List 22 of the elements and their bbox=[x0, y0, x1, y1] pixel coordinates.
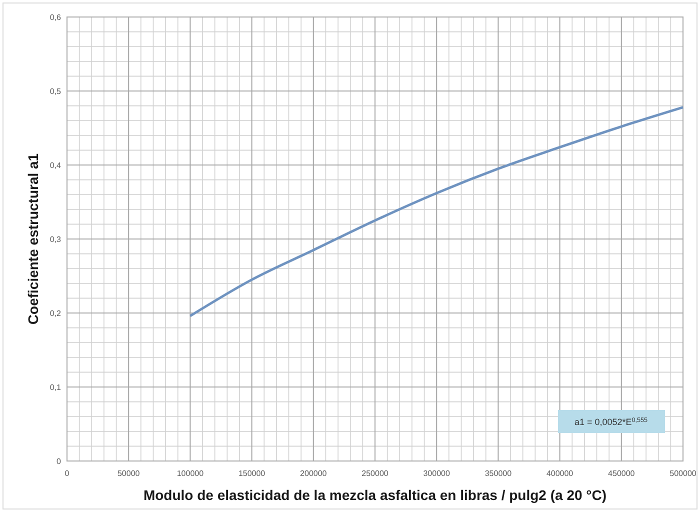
x-tick-label: 500000 bbox=[670, 469, 697, 478]
line-series bbox=[188, 106, 684, 318]
x-tick-label: 450000 bbox=[608, 469, 636, 478]
x-tick-label: 50000 bbox=[117, 469, 140, 478]
x-tick-label: 350000 bbox=[484, 469, 512, 478]
x-tick-label: 0 bbox=[64, 469, 70, 478]
y-tick-label: 0,4 bbox=[50, 161, 62, 170]
x-tick-label: 400000 bbox=[546, 469, 574, 478]
x-axis-title: Modulo de elasticidad de la mezcla asfaltica en libras / pulg2 (a 20 °C) bbox=[143, 487, 607, 503]
y-tick-label: 0,3 bbox=[50, 235, 62, 244]
x-tick-label: 150000 bbox=[238, 469, 266, 478]
y-tick-label: 0,5 bbox=[50, 87, 62, 96]
x-tick-label: 100000 bbox=[176, 469, 204, 478]
y-tick-label: 0,1 bbox=[50, 383, 62, 392]
annotation: a1 = 0,0052*E$^{0,555}$ bbox=[574, 416, 648, 427]
x-tick-label: 200000 bbox=[300, 469, 328, 478]
y-tick-label: 0,6 bbox=[50, 13, 62, 22]
x-tick-label: 250000 bbox=[362, 469, 389, 478]
x-tick-label: 300000 bbox=[423, 469, 450, 478]
y-tick-label: 0,2 bbox=[50, 309, 62, 318]
y-axis-title: Coeficiente estructural a1 bbox=[25, 153, 41, 325]
y-tick-label: 0 bbox=[56, 457, 62, 466]
